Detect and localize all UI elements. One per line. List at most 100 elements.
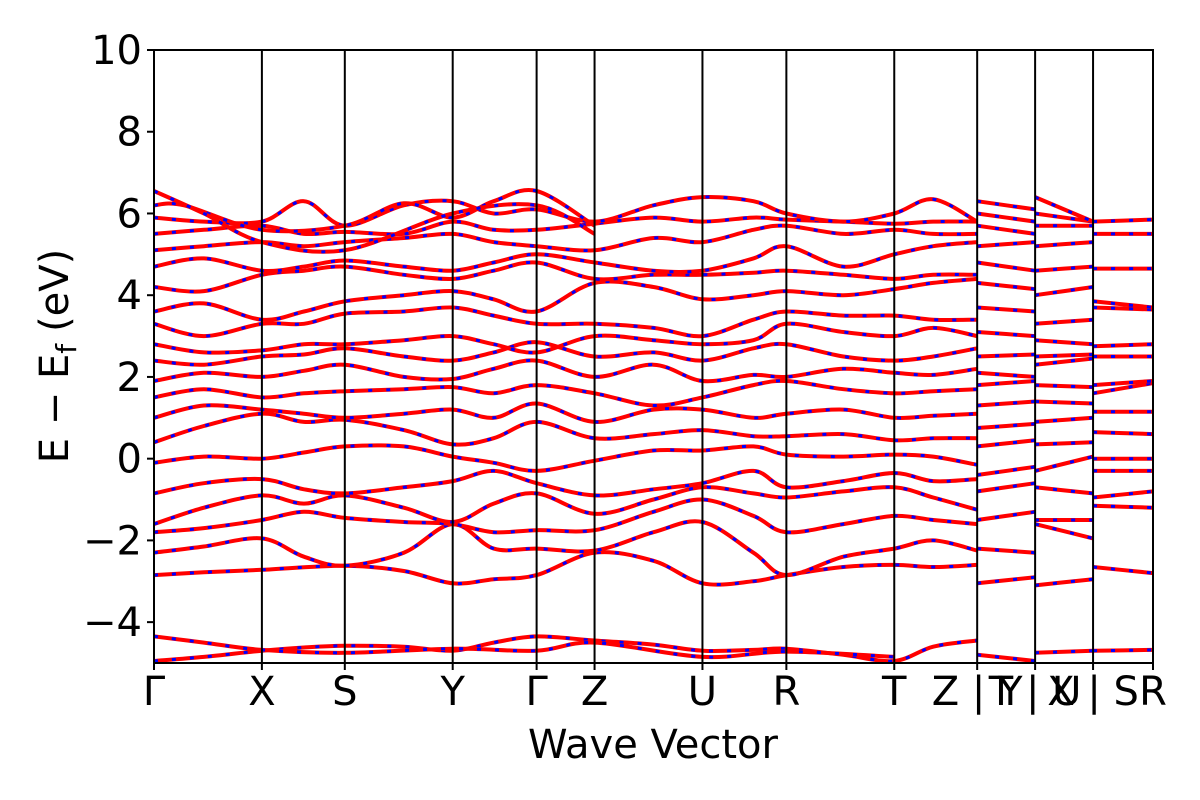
band-14-segment-0-spin-down bbox=[154, 305, 978, 338]
band-11-segment-2-spin-down bbox=[1034, 357, 1094, 367]
band-7-segment-2-spin-up bbox=[1035, 440, 1094, 447]
band-19-segment-0-spin-down bbox=[154, 216, 978, 236]
x-tick-label-8: T bbox=[881, 669, 907, 715]
y-axis-label-unit: (eV) bbox=[32, 249, 78, 332]
y-tick-label-0: −4 bbox=[83, 600, 142, 646]
y-axis-label-main: E − E bbox=[32, 354, 78, 464]
x-tick-label-0: Γ bbox=[143, 669, 166, 715]
band-3-segment-3-spin-up bbox=[1093, 503, 1153, 510]
band-17-segment-2-spin-down bbox=[1034, 240, 1094, 248]
band-15-segment-2-spin-down bbox=[1034, 285, 1094, 297]
x-tick-label-5: Z bbox=[581, 669, 608, 715]
band-15-segment-0-spin-up bbox=[154, 276, 978, 322]
band-17-segment-3-spin-up bbox=[1093, 217, 1153, 224]
band-4-segment-0-spin-up bbox=[154, 497, 978, 535]
band-7-segment-0-spin-down bbox=[154, 443, 978, 473]
y-tick-label-2: 0 bbox=[117, 437, 142, 483]
band-7-segment-1-spin-down bbox=[977, 438, 1036, 448]
y-axis-label-subscript: f bbox=[50, 343, 83, 354]
band-14-segment-2-spin-down bbox=[1034, 318, 1094, 326]
band-10-segment-2-spin-down bbox=[1035, 383, 1094, 389]
band-2-segment-1-spin-down bbox=[977, 575, 1036, 585]
band-0-segment-2-spin-up bbox=[1035, 648, 1094, 655]
x-tick-label-6: U bbox=[688, 669, 717, 715]
x-tick-label-11: X | S bbox=[1047, 669, 1139, 715]
band-2-segment-2-spin-down bbox=[1034, 577, 1094, 587]
band-10-segment-2-spin-up bbox=[1035, 383, 1094, 390]
x-tick-label-10: T | U bbox=[988, 669, 1082, 715]
band-19-segment-1-spin-down bbox=[976, 212, 1036, 224]
x-tick-label-4: Γ bbox=[525, 669, 548, 715]
x-tick-label-3: Y bbox=[439, 669, 465, 715]
y-tick-label-7: 10 bbox=[91, 28, 142, 74]
band-7-segment-3-spin-down bbox=[1093, 430, 1153, 436]
band-2-segment-3-spin-down bbox=[1092, 565, 1153, 575]
band-9-segment-3-spin-down bbox=[1092, 381, 1153, 395]
band-5-segment-0-spin-up bbox=[154, 485, 978, 526]
band-5-segment-1-spin-down bbox=[976, 481, 1036, 493]
band-13-segment-3-spin-down bbox=[1093, 306, 1153, 311]
band-10-segment-3-spin-down bbox=[1092, 379, 1153, 387]
band-3-segment-2-spin-down bbox=[1034, 522, 1094, 540]
band-10-segment-1-spin-down bbox=[977, 379, 1036, 387]
band-11-segment-0-spin-down bbox=[154, 358, 978, 383]
band-4-segment-1-spin-down bbox=[976, 510, 1036, 522]
x-tick-label-7: R bbox=[772, 669, 800, 715]
band-6-segment-2-spin-down bbox=[1034, 455, 1094, 473]
band-3-segment-0-spin-down bbox=[154, 519, 978, 577]
band-0-segment-2-spin-down bbox=[1035, 649, 1094, 655]
band-12-segment-0-spin-down bbox=[154, 340, 978, 367]
band-1-segment-0-spin-up bbox=[154, 634, 895, 660]
band-6-segment-0-spin-up bbox=[154, 468, 978, 498]
band-15-segment-1-spin-down bbox=[977, 281, 1036, 291]
band-12-segment-2-spin-down bbox=[1035, 353, 1094, 358]
band-20-segment-1-spin-down bbox=[976, 199, 1036, 211]
band-17-segment-3-spin-down bbox=[1093, 218, 1153, 224]
band-10-segment-0-spin-down bbox=[154, 379, 978, 408]
y-axis-label: E − Ef (eV) bbox=[32, 249, 83, 464]
bands-layer bbox=[154, 188, 1153, 663]
band-16-segment-0-spin-down bbox=[154, 260, 978, 294]
band-8-segment-1-spin-down bbox=[977, 422, 1036, 430]
band-4-segment-3-spin-down bbox=[1092, 489, 1153, 499]
band-16-segment-1-spin-down bbox=[976, 261, 1036, 273]
band-9-segment-0-spin-up bbox=[154, 401, 978, 424]
band-11-segment-1-spin-down bbox=[977, 371, 1036, 379]
x-tick-label-9: Z | Y bbox=[932, 669, 1023, 715]
kpoint-lines bbox=[260, 50, 1095, 663]
x-axis-label: Wave Vector bbox=[528, 722, 779, 768]
band-17-segment-0-spin-down bbox=[154, 240, 978, 274]
band-12-segment-1-spin-up bbox=[977, 352, 1036, 359]
band-12-segment-1-spin-down bbox=[977, 353, 1036, 358]
band-0-segment-3-spin-down bbox=[1093, 648, 1153, 653]
band-12-segment-3-spin-up bbox=[1093, 342, 1153, 349]
band-0-segment-1-spin-down bbox=[977, 653, 1036, 663]
y-tick-label-1: −2 bbox=[83, 518, 142, 564]
band-0-segment-0-spin-down bbox=[154, 634, 978, 663]
band-7-segment-2-spin-down bbox=[1035, 440, 1094, 446]
band-9-segment-2-spin-down bbox=[1035, 400, 1094, 405]
y-tick-label-6: 8 bbox=[117, 110, 142, 156]
y-axis-ticks: −4 −2 0 2 4 6 8 10 bbox=[83, 28, 154, 646]
band-13-segment-1-spin-down bbox=[977, 330, 1036, 338]
band-13-segment-0-spin-down bbox=[154, 322, 978, 355]
band-20-segment-0-spin-down bbox=[154, 195, 978, 228]
band-3-segment-3-spin-down bbox=[1093, 504, 1153, 510]
band-6-segment-1-spin-down bbox=[976, 465, 1036, 477]
band-16-segment-2-spin-down bbox=[1034, 265, 1094, 273]
band-9-segment-1-spin-down bbox=[977, 400, 1036, 407]
band-18-segment-0-spin-down bbox=[154, 224, 978, 252]
band-8-segment-2-spin-down bbox=[1034, 416, 1094, 424]
band-20-segment-2-spin-down bbox=[1034, 195, 1094, 223]
band-0-segment-3-spin-up bbox=[1093, 647, 1153, 653]
band-14-segment-1-spin-down bbox=[977, 306, 1036, 313]
plot-frame bbox=[153, 49, 1154, 664]
x-tick-label-12: R bbox=[1139, 669, 1167, 715]
band-12-segment-3-spin-down bbox=[1093, 342, 1153, 348]
x-tick-label-1: X bbox=[248, 669, 275, 715]
band-17-segment-1-spin-down bbox=[977, 240, 1036, 248]
band-5-segment-2-spin-down bbox=[1034, 485, 1094, 495]
band-3-segment-1-spin-down bbox=[977, 547, 1036, 555]
band-18-segment-1-spin-down bbox=[976, 224, 1036, 236]
